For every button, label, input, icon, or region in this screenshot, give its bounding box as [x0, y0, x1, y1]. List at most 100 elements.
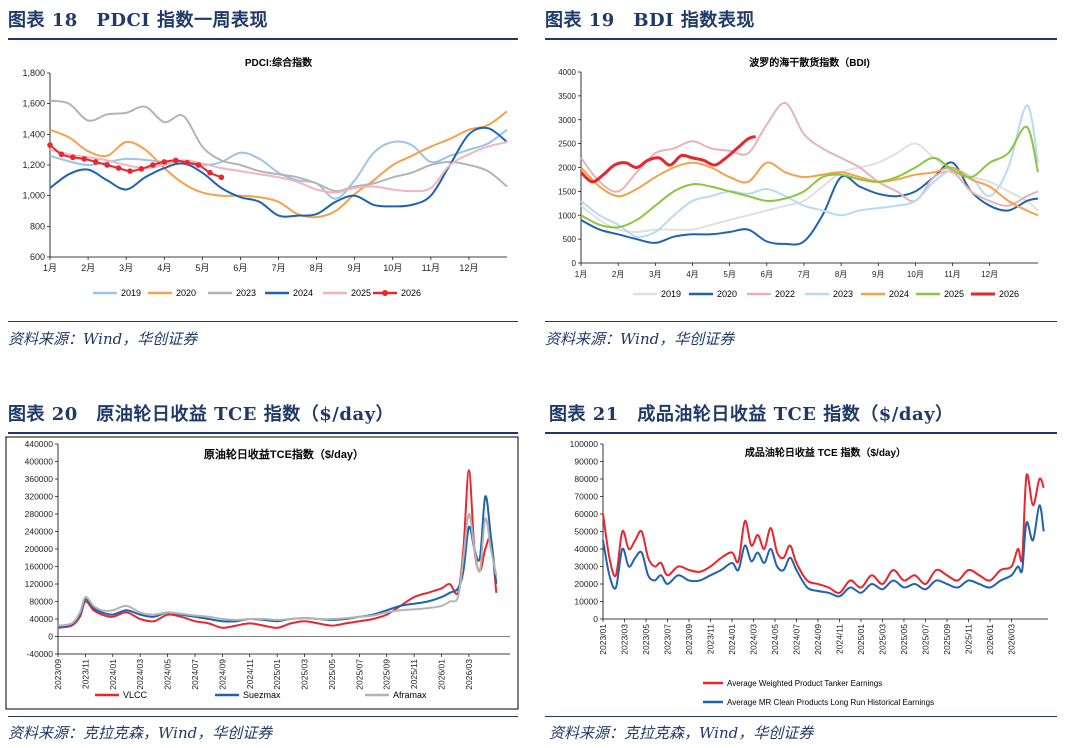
y-tick-label: 280000 [25, 509, 54, 519]
y-tick-label: 0 [48, 632, 53, 642]
x-tick-label: 2025/07 [920, 624, 930, 655]
chart-frame [5, 436, 519, 710]
y-tick-label: 120000 [25, 579, 54, 589]
x-tick-label: 12月 [981, 270, 998, 279]
x-tick-label: 2023/03 [619, 624, 629, 655]
y-tick-label: 20000 [574, 579, 598, 589]
y-tick-label: 1,800 [22, 68, 45, 78]
crude-tce-chart: 原油轮日收益TCE指数（$/day） -40000 0 40000 80000 12000… [5, 436, 519, 710]
series-line [602, 473, 1045, 594]
series-line [57, 512, 498, 627]
x-tick-label: 2025/05 [327, 659, 337, 690]
x-tick-label: 2月 [81, 263, 95, 273]
x-tick-label: 10月 [907, 270, 924, 279]
x-tick-label: 7月 [271, 263, 285, 273]
x-tick-label: 2023/09 [684, 624, 694, 655]
y-tick-label: 440000 [25, 439, 54, 449]
y-tick-label: 10000 [574, 597, 598, 607]
x-tick-label: 2023/09 [53, 659, 63, 690]
x-tick-label: 4月 [157, 263, 171, 273]
source-rule [545, 321, 1057, 322]
x-tick-label: 2026/03 [464, 659, 474, 690]
series-line [49, 126, 508, 218]
series-point [207, 169, 213, 176]
source-rule [545, 716, 1057, 717]
y-tick-label: 100000 [570, 439, 599, 449]
series-point [138, 166, 145, 172]
x-tick-label: 2025/01 [856, 624, 866, 655]
y-tick-label: 30000 [574, 562, 598, 572]
chart-title: 成品油轮日收益 TCE 指数（$/day） [745, 446, 906, 459]
y-tick-label: 320000 [25, 492, 54, 502]
legend-label: 2026 [401, 288, 421, 298]
panel-title: 图表 18 PDCI 指数一周表现 [8, 10, 268, 31]
y-tick-label: 600 [30, 252, 45, 262]
x-tick-label: 2024/09 [813, 624, 823, 655]
series-point [92, 159, 99, 165]
y-tick-label: 360000 [25, 474, 54, 484]
source-rule [8, 321, 518, 322]
y-tick-label: 0 [572, 259, 577, 268]
x-tick-label: 2023/07 [662, 624, 672, 655]
y-tick-label: 800 [30, 221, 45, 231]
y-tick-label: 90000 [574, 457, 598, 467]
y-tick-label: 70000 [574, 492, 598, 502]
legend-label: VLCC [123, 690, 148, 700]
x-tick-label: 3月 [649, 270, 661, 279]
y-tick-label: 4000 [558, 68, 576, 77]
legend-label: Average Weighted Product Tanker Earnings [727, 679, 882, 688]
legend-label: 2020 [176, 288, 196, 298]
product-tce-chart: 成品油轮日收益 TCE 指数（$/day） 0 10000 20000 30000 400… [570, 439, 1048, 707]
title-rule [545, 38, 1057, 40]
x-tick-label: 2026/03 [1006, 624, 1016, 655]
series-point [104, 162, 110, 168]
x-tick-label: 2023/01 [598, 624, 608, 655]
title-rule [545, 432, 1057, 434]
x-tick-label: 2025/07 [354, 659, 364, 690]
x-tick-label: 8月 [835, 270, 847, 279]
series-line [49, 99, 508, 193]
series-point [184, 159, 190, 166]
series-point [115, 165, 122, 171]
x-tick-label: 5月 [195, 263, 209, 273]
source-note: 资料来源：Wind，华创证券 [8, 330, 198, 348]
legend-label: 2022 [775, 289, 795, 299]
legend-label: 2023 [236, 288, 256, 298]
series-line [580, 125, 1039, 229]
x-tick-label: 3月 [119, 263, 133, 273]
x-tick-label: 8月 [310, 263, 324, 273]
series-point [172, 157, 179, 164]
series-line [49, 144, 222, 179]
x-tick-label: 2026/01 [437, 659, 447, 690]
x-tick-label: 2024/05 [770, 624, 780, 655]
x-tick-label: 2024/03 [135, 659, 145, 690]
y-tick-label: 240000 [25, 527, 54, 537]
legend-label: 2025 [351, 288, 371, 298]
y-tick-label: 1000 [558, 211, 576, 220]
x-tick-label: 2024/11 [834, 624, 844, 654]
chart-title: 原油轮日收益TCE指数（$/day） [204, 447, 364, 461]
panel-title: 图表 19 BDI 指数表现 [545, 10, 755, 31]
legend-label: 2020 [717, 289, 737, 299]
y-tick-label: 60000 [574, 509, 598, 519]
y-tick-label: 0 [593, 614, 598, 624]
series-line [579, 135, 757, 184]
series-line [49, 141, 508, 194]
x-tick-label: 9月 [872, 270, 884, 279]
x-tick-label: 7月 [798, 270, 810, 279]
y-tick-label: 200000 [25, 544, 54, 554]
y-tick-label: 500 [563, 235, 577, 244]
y-tick-label: 1,400 [22, 129, 45, 139]
x-tick-label: 2025/09 [942, 624, 952, 655]
chart-title: 波罗的海干散货指数（BDI) [749, 56, 870, 69]
x-tick-label: 2023/05 [641, 624, 651, 655]
source-note: 资料来源：克拉克森，Wind，华创证券 [8, 724, 273, 742]
x-tick-label: 2025/11 [409, 659, 419, 689]
y-tick-label: -40000 [27, 649, 54, 659]
series-line [580, 161, 1039, 217]
y-tick-label: 1,200 [22, 160, 45, 170]
y-tick-label: 40000 [574, 544, 598, 554]
legend-label: 2019 [661, 289, 681, 299]
legend-label: 2019 [121, 288, 141, 298]
x-tick-label: 2025/05 [899, 624, 909, 655]
